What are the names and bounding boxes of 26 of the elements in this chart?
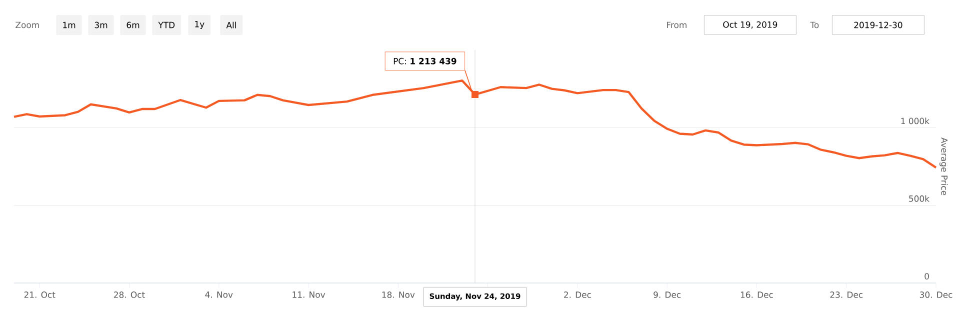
text: 2019-12-30 [854,22,902,28]
text: 6m [126,22,140,28]
x-tick-label: 23. Dec [830,292,863,298]
y-tick-label: 0 [924,273,929,280]
text: YTD [158,22,175,28]
x-tick-label: 9. Dec [654,292,681,298]
x-tick-label: 18. Nov [382,292,415,298]
x-tick-label: 28. Oct [114,292,145,298]
x-tick-label: 30. Dec [920,292,952,298]
text: Oct 19, 2019 [723,21,778,29]
x-tick-label: 21. Oct [24,292,56,298]
y-tick-label: 1 000k [901,118,930,124]
text: 3m [94,22,108,28]
x-tick-label: 4. Nov [205,292,233,298]
text: Zoom [16,22,39,28]
text: To [810,22,819,28]
text: 1y [195,21,204,29]
y-axis-title: Average Price [940,138,948,196]
text: All [226,22,236,28]
annotation: PC: 1 213 439 [394,58,456,64]
y-tick-label: 500k [909,195,930,202]
x-tick-label: 2. Dec [564,292,591,298]
x-tick-label: 11. Nov [292,292,326,298]
text: 1m [63,22,76,28]
x-tick-label: 16. Dec [740,292,773,298]
text: From [667,22,686,28]
